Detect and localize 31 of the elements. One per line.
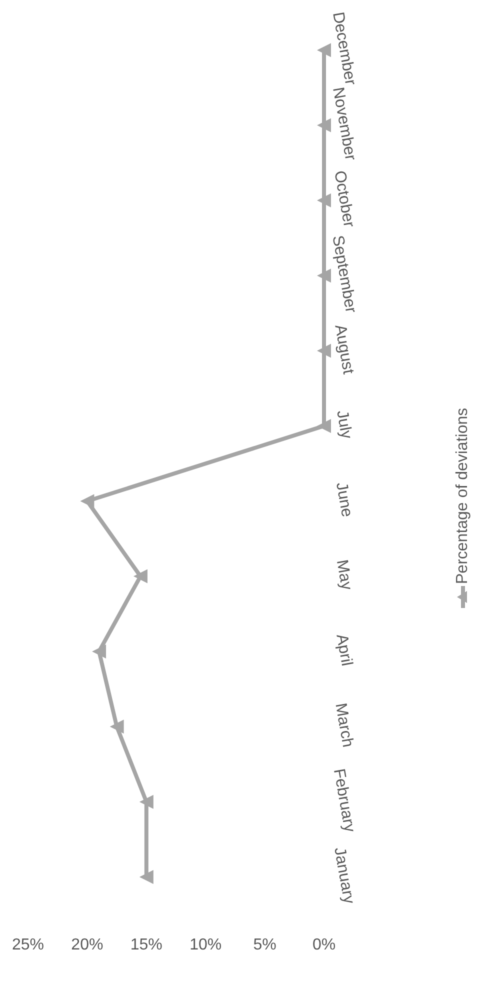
y-tick-label: April (332, 632, 356, 668)
y-tick-label: June (332, 481, 356, 518)
x-tick-label: 5% (253, 936, 276, 954)
point (139, 870, 154, 884)
x-tick-label: 15% (130, 936, 162, 954)
point (317, 418, 331, 433)
y-tick-label: July (333, 409, 355, 440)
x-tick-label: 25% (12, 936, 44, 954)
text: Percentage of deviations (454, 408, 472, 584)
point (92, 644, 106, 658)
y-tick-label: March (332, 702, 356, 749)
y-tick-label: May (332, 558, 355, 592)
point (110, 720, 124, 734)
x-tick-label: 20% (71, 936, 104, 954)
y-tick-label: October (330, 170, 358, 230)
point (317, 268, 331, 283)
point (317, 43, 331, 58)
point (317, 344, 331, 358)
y-tick-label: December (329, 10, 359, 88)
point (317, 193, 331, 208)
y-tick-label: January (330, 846, 358, 906)
x-tick-label: 10% (190, 936, 222, 954)
y-tick-label: November (329, 86, 359, 162)
point (317, 118, 331, 132)
y-tick-label: September (328, 234, 360, 315)
x-tick-label: 0% (312, 936, 336, 954)
y-tick-label: February (330, 767, 358, 834)
y-tick-label: August (331, 323, 357, 376)
point (80, 494, 94, 508)
point (133, 569, 148, 584)
point (139, 794, 154, 809)
